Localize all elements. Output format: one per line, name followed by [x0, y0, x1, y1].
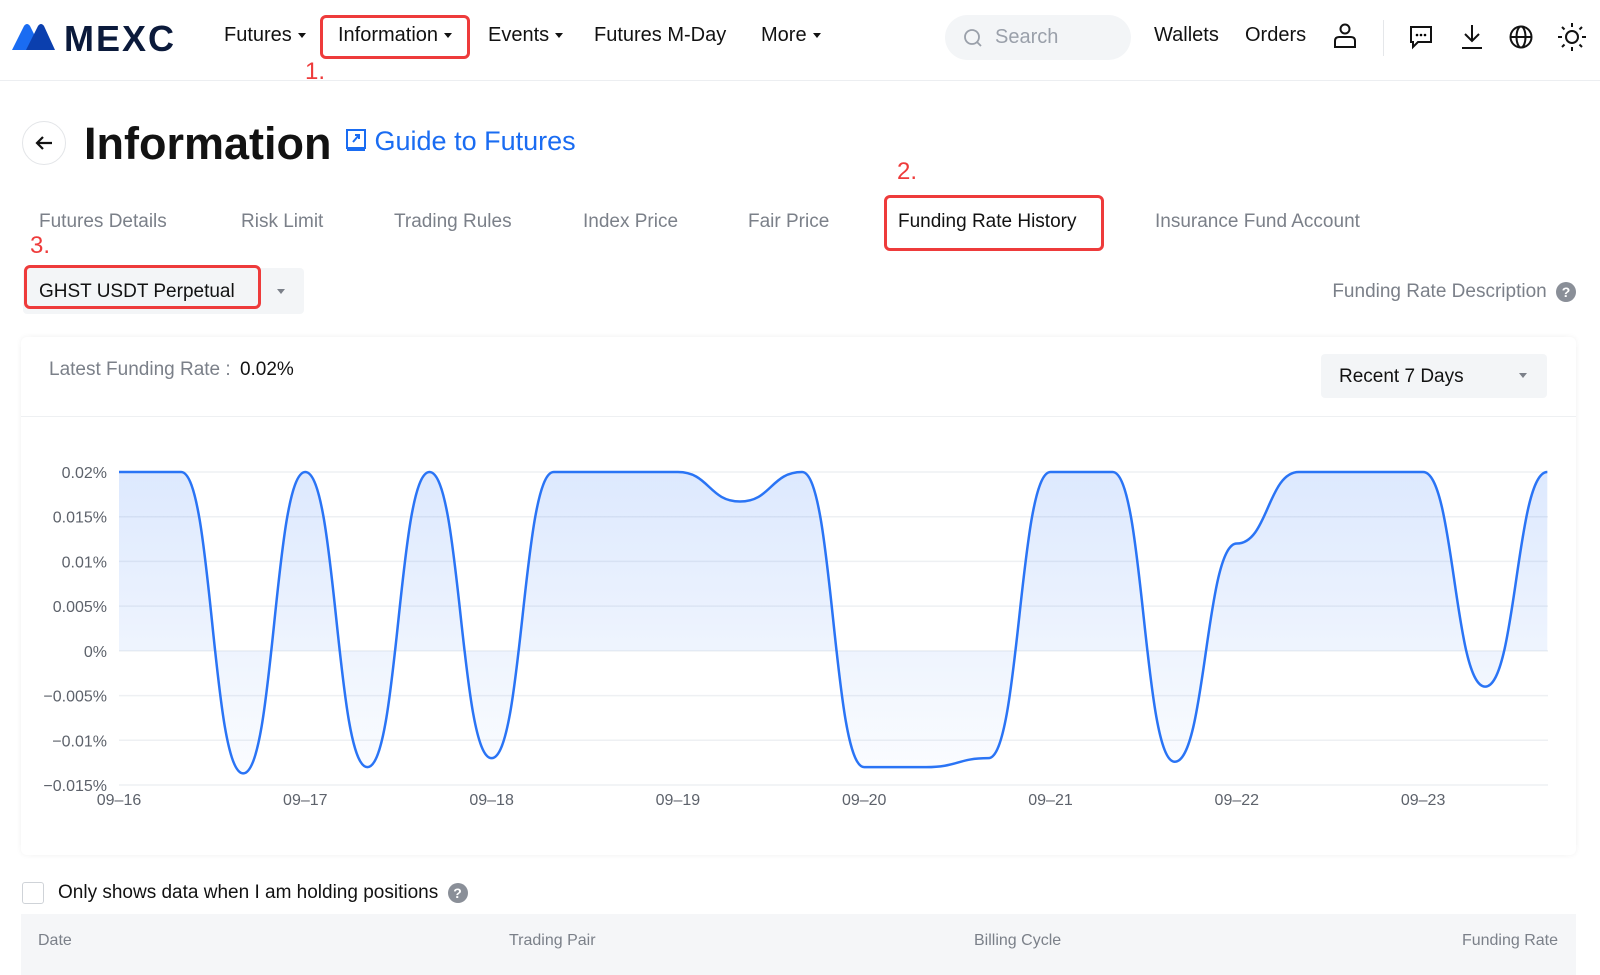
user-icon[interactable] — [1333, 23, 1357, 49]
nav-label: Futures M-Day — [594, 24, 727, 46]
logo-mark-icon — [12, 24, 55, 50]
annotation-3: 3. — [30, 232, 51, 259]
x-tick-label: 09–18 — [469, 792, 514, 809]
latest-value: 0.02% — [239, 359, 294, 380]
top-nav: MEXC Futures Information 1. Events Futur… — [0, 0, 1600, 85]
column-funding-rate: Funding Rate — [1461, 932, 1558, 949]
x-tick-label: 09–22 — [1215, 792, 1260, 809]
x-tick-label: 09–20 — [842, 792, 887, 809]
funding-rate-description-link[interactable]: Funding Rate Description ? — [1332, 281, 1576, 303]
logo-text: MEXC — [64, 18, 177, 59]
y-tick-label: −0.005% — [43, 689, 107, 706]
contract-select-value: GHST USDT Perpetual — [39, 281, 235, 302]
holding-filter-label: Only shows data when I am holding positi… — [58, 882, 468, 904]
tab-funding-rate-history[interactable]: Funding Rate History — [898, 211, 1077, 232]
nav-futures-mday[interactable]: Futures M-Day — [594, 24, 726, 47]
holding-positions-checkbox[interactable] — [22, 882, 44, 904]
caret-down-icon — [812, 33, 821, 39]
help-icon: ? — [1556, 282, 1576, 302]
tab-trading-rules[interactable]: Trading Rules — [394, 211, 512, 232]
message-icon[interactable] — [1408, 24, 1434, 50]
x-tick-label: 09–17 — [283, 792, 328, 809]
divider — [1383, 20, 1384, 56]
tab-index-price[interactable]: Index Price — [583, 211, 679, 232]
nav-more[interactable]: More — [761, 24, 821, 47]
caret-down-icon — [1519, 373, 1527, 378]
y-tick-label: −0.01% — [52, 733, 107, 750]
search-input[interactable]: Search — [945, 15, 1131, 60]
nav-futures[interactable]: Futures — [224, 24, 306, 47]
search-placeholder: Search — [995, 26, 1059, 48]
caret-down-icon — [555, 33, 564, 39]
orders-link[interactable]: Orders — [1245, 24, 1307, 46]
range-select-value: Recent 7 Days — [1339, 366, 1464, 387]
help-icon: ? — [447, 883, 468, 903]
divider — [21, 416, 1576, 417]
guide-link-text: Guide to Futures — [374, 126, 576, 156]
annotation-2: 2. — [897, 158, 918, 185]
x-tick-label: 09–16 — [97, 792, 142, 809]
x-tick-label: 09–19 — [656, 792, 701, 809]
latest-label: Latest Funding Rate : — [49, 359, 231, 380]
funding-desc-text: Funding Rate Description — [1332, 281, 1547, 302]
back-button[interactable] — [22, 121, 66, 165]
y-tick-label: 0.015% — [53, 510, 107, 527]
annotation-box-1 — [320, 15, 470, 59]
y-tick-label: 0.005% — [53, 599, 107, 616]
sun-icon[interactable] — [1557, 22, 1587, 52]
column-billing-cycle: Billing Cycle — [974, 932, 1062, 949]
y-tick-label: 0.01% — [62, 554, 107, 571]
holding-filter-text: Only shows data when I am holding positi… — [58, 882, 439, 903]
guide-to-futures-link[interactable]: Guide to Futures — [345, 126, 576, 157]
page-title: Information — [84, 118, 332, 169]
arrow-left-icon — [35, 136, 52, 150]
guide-book-icon — [346, 129, 366, 151]
range-select[interactable]: Recent 7 Days — [1321, 354, 1547, 398]
annotation-box-3 — [24, 265, 261, 309]
y-tick-label: −0.015% — [43, 778, 107, 795]
globe-icon[interactable] — [1508, 24, 1534, 50]
annotation-box-2 — [884, 195, 1104, 251]
y-tick-label: 0.02% — [62, 465, 107, 482]
funding-rate-line — [118, 470, 1548, 775]
wallets-link[interactable]: Wallets — [1154, 24, 1219, 46]
nav-label: Information — [338, 24, 439, 46]
column-trading-pair: Trading Pair — [509, 932, 596, 949]
tab-risk-limit[interactable]: Risk Limit — [241, 211, 324, 232]
nav-label: Futures — [224, 24, 292, 46]
x-tick-label: 09–21 — [1028, 792, 1073, 809]
y-tick-label: 0% — [84, 644, 107, 661]
x-tick-label: 09–23 — [1401, 792, 1446, 809]
table-header — [21, 914, 1576, 975]
column-date: Date — [38, 932, 72, 949]
download-icon[interactable] — [1459, 23, 1485, 51]
nav-label: Events — [488, 24, 550, 46]
tab-fair-price[interactable]: Fair Price — [748, 211, 830, 232]
nav-label: More — [761, 24, 807, 46]
tab-insurance-fund-account[interactable]: Insurance Fund Account — [1155, 211, 1360, 232]
caret-down-icon — [277, 289, 285, 294]
search-icon — [964, 29, 982, 47]
annotation-1: 1. — [305, 58, 326, 85]
caret-down-icon — [444, 33, 453, 39]
funding-rate-chart: 0.02% 0.015% 0.01% 0.005% 0% −0.005% −0.01% −0.… — [43, 465, 1548, 809]
tab-futures-details[interactable]: Futures Details — [39, 211, 167, 232]
latest-funding-rate: Latest Funding Rate : 0.02% — [49, 359, 294, 381]
caret-down-icon — [297, 33, 306, 39]
nav-events[interactable]: Events — [488, 24, 564, 47]
nav-information[interactable]: Information — [338, 24, 453, 47]
mexc-logo[interactable]: MEXC — [10, 18, 174, 59]
